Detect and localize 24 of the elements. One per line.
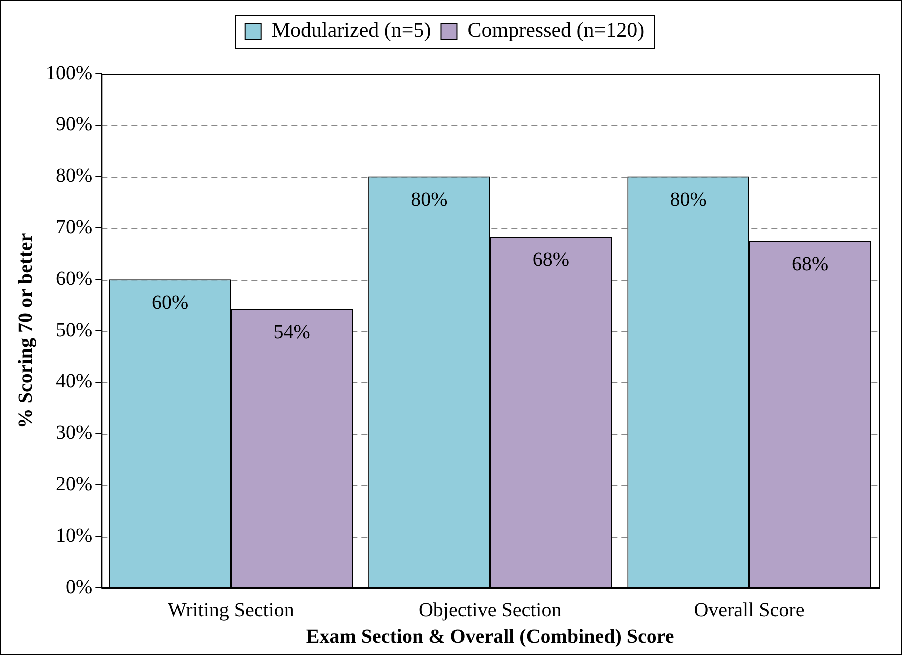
data-label: 54% bbox=[274, 322, 310, 344]
x-tick-label: Objective Section bbox=[418, 599, 562, 622]
x-axis-title: Exam Section & Overall (Combined) Score bbox=[306, 626, 674, 648]
y-tick-label: 60% bbox=[56, 268, 93, 290]
data-label: 60% bbox=[152, 292, 189, 314]
y-tick-label: 80% bbox=[56, 165, 93, 188]
y-tick-label: 70% bbox=[56, 216, 93, 238]
legend-label: Compressed (n=120) bbox=[468, 18, 645, 42]
y-tick-label: 20% bbox=[56, 473, 93, 496]
data-label: 68% bbox=[532, 249, 570, 272]
x-tick-label: Writing Section bbox=[168, 599, 294, 622]
y-tick-label: 10% bbox=[56, 524, 93, 547]
data-label: 80% bbox=[670, 189, 707, 212]
data-label: 68% bbox=[792, 253, 829, 276]
y-tick-label: 30% bbox=[56, 422, 93, 444]
x-tick-label: Overall Score bbox=[694, 599, 805, 622]
y-tick-label: 90% bbox=[56, 114, 93, 136]
y-tick-label: 50% bbox=[56, 319, 93, 342]
y-tick-label: 0% bbox=[66, 576, 93, 598]
data-label: 80% bbox=[411, 189, 448, 212]
y-axis-title: % Scoring 70 or better bbox=[15, 233, 38, 429]
y-tick-label: 100% bbox=[46, 62, 93, 84]
legend-label: Modularized (n=5) bbox=[272, 18, 432, 42]
y-tick-label: 40% bbox=[56, 370, 93, 393]
